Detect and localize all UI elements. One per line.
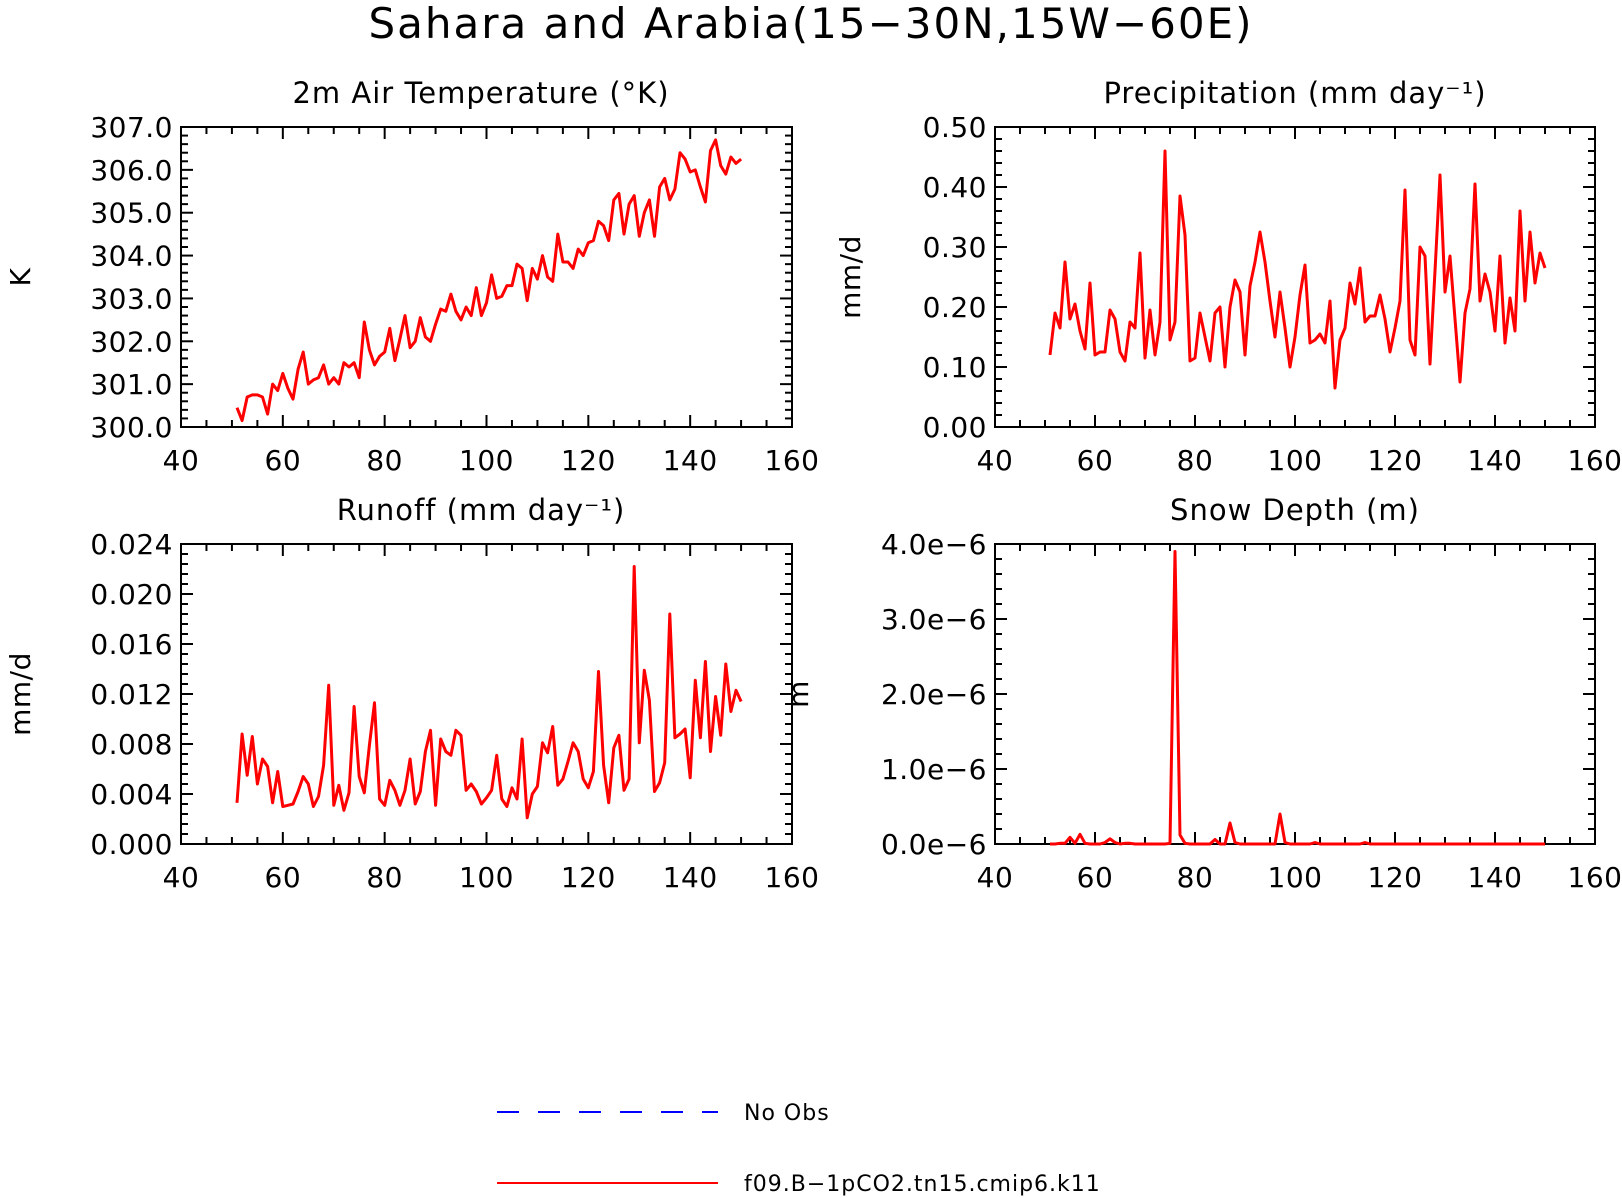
runoff-x-tick-label: 160 [765, 861, 820, 894]
air-temperature-x-tick-label: 80 [366, 444, 403, 477]
runoff-x-tick-label: 40 [163, 861, 200, 894]
snow-depth-x-tick-label: 160 [1568, 861, 1622, 894]
snow-depth-y-tick-label: 0.0e−6 [881, 828, 987, 861]
runoff-y-tick-label: 0.000 [90, 828, 173, 861]
precipitation-title: Precipitation (mm day⁻¹) [1103, 76, 1486, 110]
panel-runoff: Runoff (mm day⁻¹) mm/d 40 60 80 100 120 140 160 0… [4, 493, 819, 894]
runoff-y-tick-label: 0.020 [90, 578, 173, 611]
air-temperature-x-tick-label: 60 [265, 444, 302, 477]
runoff-y-tick-label: 0.012 [90, 678, 173, 711]
air-temperature-x-tick-label: 120 [561, 444, 616, 477]
panel-precipitation: Precipitation (mm day⁻¹) mm/d 40 60 80 100 120… [834, 76, 1622, 477]
snow-depth-series-line [1050, 550, 1545, 846]
runoff-y-tick-label: 0.008 [90, 728, 173, 761]
air-temperature-x-tick-label: 100 [459, 444, 514, 477]
air-temperature-y-tick-label: 302.0 [90, 325, 173, 358]
runoff-title: Runoff (mm day⁻¹) [337, 493, 626, 527]
snow-depth-y-tick-label: 3.0e−6 [881, 603, 987, 636]
snow-depth-x-tick-label: 40 [977, 861, 1014, 894]
snow-depth-x-tick-label: 120 [1368, 861, 1423, 894]
panel-snow-depth: Snow Depth (m) m 40 60 80 100 120 140 160 0.0e−6 1… [782, 493, 1622, 894]
air-temperature-y-tick-label: 307.0 [90, 111, 173, 144]
air-temperature-x-tick-label: 40 [163, 444, 200, 477]
runoff-series-line [235, 565, 743, 820]
legend-label-model: f09.B−1pCO2.tn15.cmip6.k11 [744, 1172, 1101, 1197]
snow-depth-x-tick-label: 80 [1177, 861, 1214, 894]
air-temperature-y-tick-label: 303.0 [90, 282, 173, 315]
air-temperature-ylabel: K [4, 267, 37, 286]
runoff-x-tick-label: 100 [459, 861, 514, 894]
snow-depth-x-tick-label: 60 [1077, 861, 1114, 894]
runoff-x-tick-label: 120 [561, 861, 616, 894]
snow-depth-ylabel: m [782, 680, 815, 708]
air-temperature-y-tick-label: 305.0 [90, 197, 173, 230]
snow-depth-x-tick-label: 140 [1468, 861, 1523, 894]
air-temperature-plot-frame [180, 126, 793, 428]
precipitation-series-line [1048, 149, 1547, 390]
air-temperature-series-line [235, 138, 743, 423]
snow-depth-title: Snow Depth (m) [1170, 493, 1420, 527]
precipitation-y-tick-label: 0.40 [923, 171, 987, 204]
legend-label-no-obs: No Obs [744, 1101, 830, 1126]
air-temperature-title: 2m Air Temperature (°K) [292, 76, 669, 110]
air-temperature-y-tick-label: 300.0 [90, 411, 173, 444]
snow-depth-y-tick-label: 4.0e−6 [881, 528, 987, 561]
precipitation-y-tick-label: 0.50 [923, 111, 987, 144]
precipitation-ylabel: mm/d [834, 235, 867, 319]
air-temperature-x-tick-label: 140 [663, 444, 718, 477]
runoff-x-tick-label: 80 [366, 861, 403, 894]
precipitation-x-tick-label: 40 [977, 444, 1014, 477]
runoff-y-tick-label: 0.004 [90, 778, 173, 811]
precipitation-x-tick-label: 60 [1077, 444, 1114, 477]
runoff-y-tick-label: 0.016 [90, 628, 173, 661]
air-temperature-y-tick-label: 301.0 [90, 368, 173, 401]
panel-air-temperature: 2m Air Temperature (°K) K 40 60 80 100 120 140 1… [4, 76, 819, 477]
precipitation-x-tick-label: 140 [1468, 444, 1523, 477]
air-temperature-y-tick-label: 306.0 [90, 154, 173, 187]
snow-depth-y-tick-label: 2.0e−6 [881, 678, 987, 711]
air-temperature-y-tick-label: 304.0 [90, 240, 173, 273]
runoff-x-tick-label: 60 [265, 861, 302, 894]
precipitation-y-tick-label: 0.00 [923, 411, 987, 444]
precipitation-y-tick-label: 0.30 [923, 231, 987, 264]
snow-depth-plot-frame [994, 543, 1596, 845]
precipitation-y-tick-label: 0.20 [923, 291, 987, 324]
precipitation-x-tick-label: 120 [1368, 444, 1423, 477]
legend: No Obs f09.B−1pCO2.tn15.cmip6.k11 [497, 1101, 1101, 1197]
runoff-x-tick-label: 140 [663, 861, 718, 894]
precipitation-x-tick-label: 160 [1568, 444, 1622, 477]
precipitation-x-tick-label: 100 [1268, 444, 1323, 477]
precipitation-x-tick-label: 80 [1177, 444, 1214, 477]
precipitation-plot-frame [994, 126, 1596, 428]
precipitation-y-tick-label: 0.10 [923, 351, 987, 384]
air-temperature-x-tick-label: 160 [765, 444, 820, 477]
snow-depth-y-tick-label: 1.0e−6 [881, 753, 987, 786]
snow-depth-x-tick-label: 100 [1268, 861, 1323, 894]
runoff-y-tick-label: 0.024 [90, 528, 173, 561]
runoff-ylabel: mm/d [4, 652, 37, 736]
main-title: Sahara and Arabia(15−30N,15W−60E) [368, 0, 1253, 48]
